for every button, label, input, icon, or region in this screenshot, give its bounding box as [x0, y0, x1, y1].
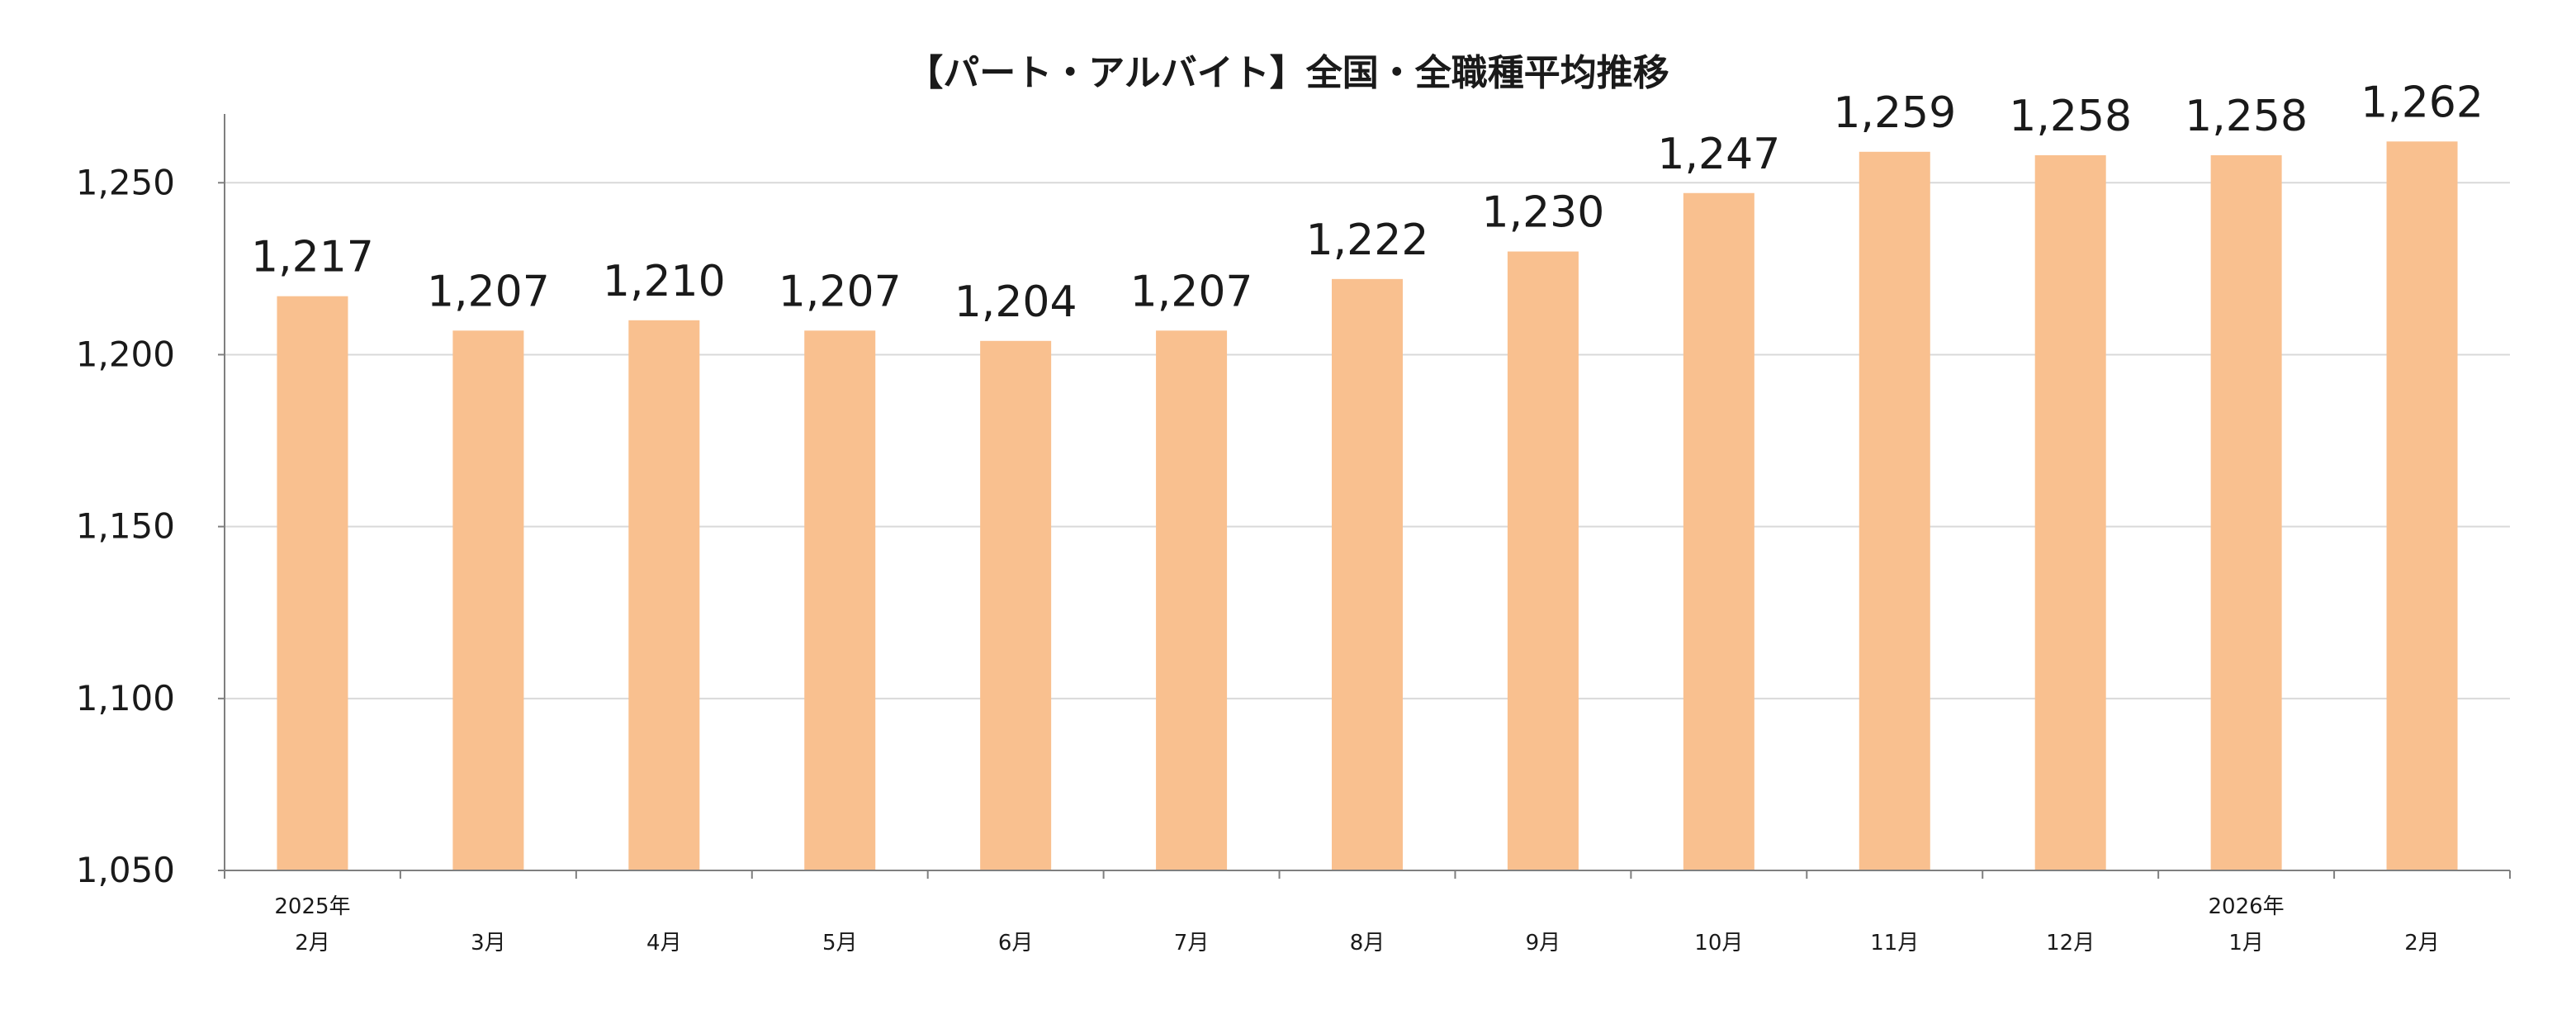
year-label: 2026年 — [2209, 894, 2285, 919]
y-tick-label: 1,150 — [76, 506, 175, 547]
bar — [452, 330, 524, 870]
x-tick-label: 4月 — [646, 931, 682, 955]
bar — [277, 296, 348, 870]
bar — [1332, 278, 1403, 870]
data-label: 1,230 — [1481, 188, 1604, 238]
bar — [1859, 151, 1930, 871]
bar — [2034, 154, 2106, 871]
bar — [804, 330, 876, 870]
x-tick-label: 5月 — [822, 931, 858, 955]
data-label: 1,262 — [2361, 78, 2484, 127]
bar — [1507, 251, 1579, 871]
y-tick-label: 1,050 — [76, 850, 175, 890]
bar — [2386, 141, 2458, 871]
year-label: 2025年 — [274, 894, 350, 919]
bar — [1156, 330, 1228, 870]
x-tick-label: 2月 — [2404, 931, 2440, 955]
x-tick-label: 1月 — [2228, 931, 2264, 955]
x-tick-label: 3月 — [471, 931, 506, 955]
data-label: 1,258 — [2185, 92, 2308, 141]
data-label: 1,207 — [779, 267, 902, 316]
data-label: 1,207 — [1130, 267, 1253, 316]
y-tick-label: 1,250 — [76, 162, 175, 202]
x-tick-label: 9月 — [1526, 931, 1561, 955]
data-label: 1,222 — [1306, 216, 1429, 265]
bar — [628, 320, 700, 870]
data-label: 1,204 — [954, 277, 1077, 327]
data-label: 1,247 — [1657, 130, 1780, 179]
bar — [1683, 192, 1754, 870]
x-tick-label: 10月 — [1694, 931, 1743, 955]
data-label: 1,217 — [251, 233, 374, 282]
data-label: 1,258 — [2009, 92, 2132, 141]
x-tick-label: 8月 — [1350, 931, 1385, 955]
data-label: 1,259 — [1833, 88, 1956, 138]
x-tick-label: 2月 — [295, 931, 330, 955]
bar — [980, 340, 1052, 870]
y-tick-label: 1,200 — [76, 334, 175, 374]
x-tick-label: 12月 — [2046, 931, 2095, 955]
bar — [2210, 154, 2282, 871]
x-tick-label: 6月 — [998, 931, 1034, 955]
data-label: 1,207 — [427, 267, 550, 316]
data-label: 1,210 — [603, 257, 726, 306]
x-tick-label: 7月 — [1174, 931, 1210, 955]
x-tick-label: 11月 — [1870, 931, 1919, 955]
chart-title: 【パート・アルバイト】全国・全職種平均推移 — [907, 52, 1669, 94]
y-tick-label: 1,100 — [76, 678, 175, 718]
